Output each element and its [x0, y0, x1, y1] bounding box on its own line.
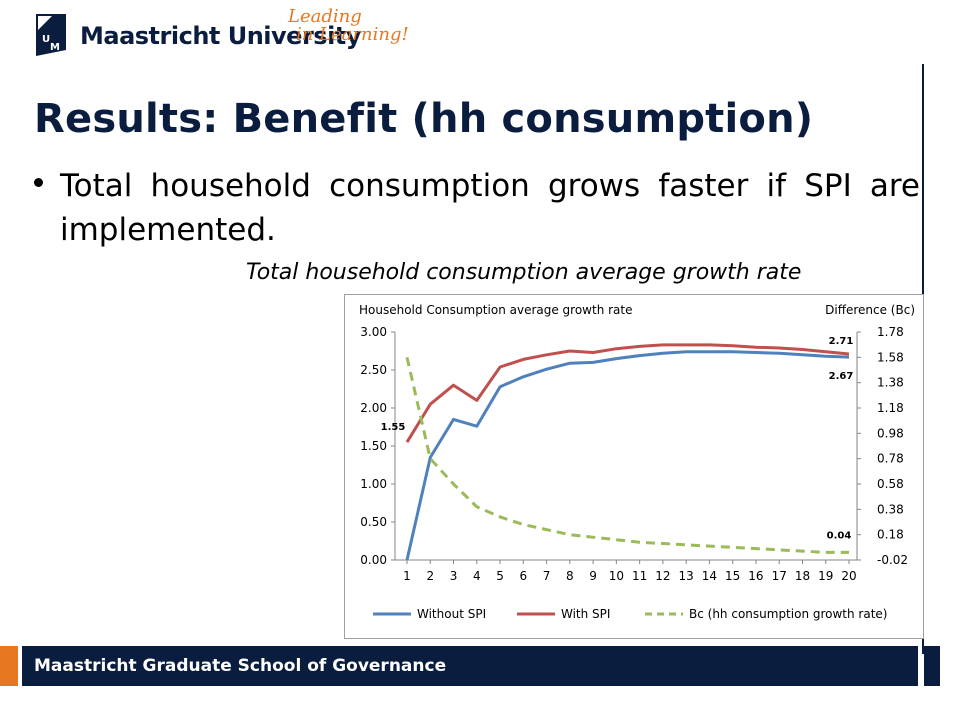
tagline-line-2: in Learning! [296, 24, 409, 45]
bullet-text: Total household consumption grows faster… [60, 168, 920, 248]
legend-label: Bc (hh consumption growth rate) [689, 607, 888, 621]
left-tick-label: 1.50 [360, 439, 387, 453]
x-tick-label: 20 [841, 569, 856, 583]
x-tick-label: 13 [679, 569, 694, 583]
x-tick-label: 3 [450, 569, 458, 583]
x-tick-label: 7 [543, 569, 551, 583]
x-tick-label: 8 [566, 569, 574, 583]
data-label: 1.55 [381, 422, 406, 433]
x-tick-label: 15 [725, 569, 740, 583]
data-label: 2.71 [829, 336, 854, 347]
series-line-2 [405, 343, 850, 443]
x-tick-label: 14 [702, 569, 717, 583]
right-tick-label: 0.58 [877, 477, 904, 491]
um-logo-mark: U M [36, 14, 66, 56]
chart-series [405, 343, 850, 561]
x-tick-label: 5 [496, 569, 504, 583]
right-tick-label: 1.78 [877, 325, 904, 339]
right-tick-label: 0.98 [877, 426, 904, 440]
left-tick-label: 0.50 [360, 515, 387, 529]
left-tick-label: 0.00 [360, 553, 387, 567]
svg-text:M: M [50, 42, 60, 53]
footer-bar-end [924, 646, 940, 686]
right-tick-label: 0.38 [877, 502, 904, 516]
data-label: 2.67 [829, 371, 854, 382]
x-tick-label: 18 [795, 569, 810, 583]
tagline: Leading in Learning! [288, 8, 409, 44]
chart-legend: Without SPI With SPI Bc (hh consumption gr… [373, 607, 888, 621]
left-tick-label: 1.00 [360, 477, 387, 491]
x-tick-label: 4 [473, 569, 481, 583]
x-tick-label: 10 [609, 569, 624, 583]
series-line-3 [405, 356, 849, 554]
x-tick-label: 12 [655, 569, 670, 583]
right-tick-label: -0.02 [877, 553, 908, 567]
x-tick-label: 9 [589, 569, 597, 583]
line-chart: Household Consumption average growth rat… [359, 303, 915, 621]
legend-label: Without SPI [417, 607, 486, 621]
right-tick-label: 1.38 [877, 376, 904, 390]
x-tick-label: 6 [519, 569, 527, 583]
x-tick-label: 17 [772, 569, 787, 583]
series-line-1 [405, 350, 850, 561]
footer-bar [22, 646, 918, 686]
chart-axes: 3.00 2.50 2.00 1.50 1.00 0.50 0.00 1.78 1.58 1.38… [360, 325, 908, 583]
chart-annotations: 1.55 2.71 2.67 0.04 [381, 336, 854, 541]
right-tick-label: 1.18 [877, 401, 904, 415]
x-tick-label: 16 [748, 569, 763, 583]
data-label: 0.04 [827, 530, 852, 541]
chart-title: Household Consumption average growth rat… [359, 303, 633, 317]
slide-title: Results: Benefit (hh consumption) [34, 96, 814, 142]
left-tick-label: 2.50 [360, 363, 387, 377]
chart-frame: Household Consumption average growth rat… [344, 294, 924, 639]
left-tick-label: 3.00 [360, 325, 387, 339]
svg-text:U: U [42, 34, 50, 45]
legend-label: With SPI [561, 607, 610, 621]
x-tick-label: 11 [632, 569, 647, 583]
right-tick-label: 0.18 [877, 528, 904, 542]
right-tick-label: 1.58 [877, 350, 904, 364]
tagline-line-1: Leading [288, 6, 362, 27]
footer: Maastricht Graduate School of Governance [0, 646, 960, 686]
chart-right-axis-title: Difference (Bc) [825, 303, 915, 317]
bullet-dot-icon [34, 178, 43, 187]
left-tick-label: 2.00 [360, 401, 387, 415]
chart-caption: Total household consumption average grow… [246, 260, 802, 285]
right-tick-label: 0.78 [877, 452, 904, 466]
x-tick-label: 1 [403, 569, 411, 583]
footer-accent [0, 646, 18, 686]
university-name: Maastricht University [80, 22, 361, 50]
footer-text: Maastricht Graduate School of Governance [34, 656, 447, 676]
x-tick-label: 2 [426, 569, 434, 583]
x-tick-label: 19 [818, 569, 833, 583]
